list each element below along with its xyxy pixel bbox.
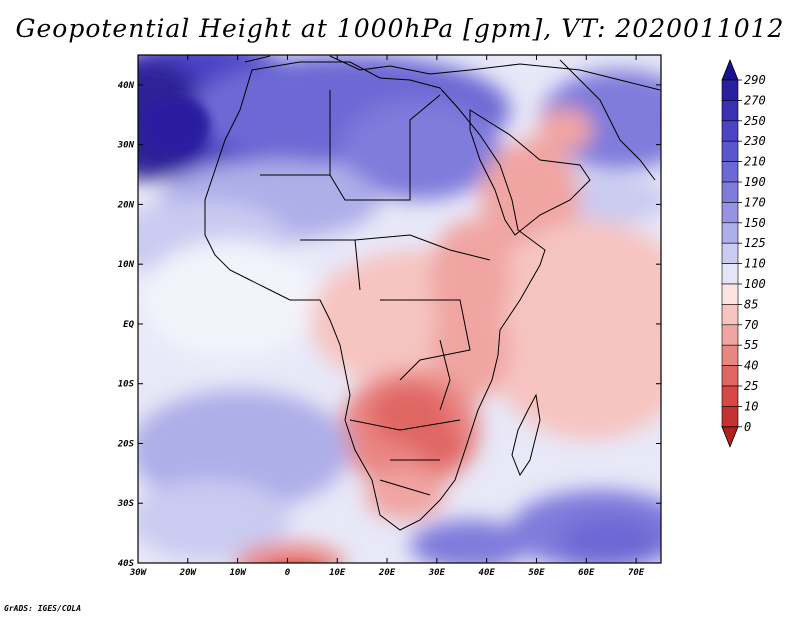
latitude-axis: 40N 30N 20N 10N EQ 10S 20S 30S 40S: [117, 81, 661, 569]
colorbar-label: 170: [744, 195, 766, 209]
colorbar-label: 150: [744, 216, 766, 230]
colorbar-swatch: [721, 344, 739, 366]
colorbar-label: 190: [744, 175, 766, 189]
colorbar-label: 270: [744, 93, 766, 107]
lat-tick-label: 20N: [117, 200, 135, 210]
colorbar-label: 10: [744, 399, 758, 413]
longitude-axis: 30W 20W 10W 0 10E 20E 30E 40E 50E 60E 70E: [129, 55, 645, 578]
colorbar-label: 100: [744, 277, 766, 291]
colorbar-swatch: [721, 140, 739, 162]
lat-tick-label: 40N: [118, 81, 135, 91]
colorbar-label: 85: [744, 297, 758, 311]
colorbar-label: 210: [744, 155, 766, 169]
lon-tick-label: 10E: [329, 568, 346, 578]
colorbar-label: 55: [744, 338, 758, 352]
colorbar-swatch: [721, 161, 739, 183]
lon-tick-label: 10W: [229, 568, 247, 578]
colorbar-label: 230: [744, 134, 766, 148]
lon-tick-label: 30W: [129, 568, 148, 578]
lat-tick-label: 20S: [117, 439, 135, 449]
grads-credit: GrADS: IGES/COLA: [4, 604, 82, 613]
colorbar-label: 70: [744, 318, 758, 332]
colorbar-label: 110: [744, 257, 766, 271]
lat-tick-label: EQ: [123, 320, 134, 330]
colorbar-label: 290: [744, 73, 766, 87]
lat-tick-label: 30N: [117, 141, 135, 151]
colorbar-swatch: [721, 406, 739, 428]
lon-tick-label: 50E: [528, 568, 545, 578]
colorbar: 2902702502302101901701501251101008570554…: [721, 58, 766, 448]
lon-tick-label: 20E: [378, 568, 396, 578]
colorbar-swatch: [721, 304, 739, 326]
colorbar-swatch: [721, 181, 739, 203]
coastlines: [204, 55, 661, 531]
lon-tick-label: 70E: [628, 568, 645, 578]
lon-tick-label: 40E: [479, 568, 496, 578]
map-title: Geopotential Height at 1000hPa [gpm], VT…: [15, 14, 785, 43]
colorbar-swatch: [721, 385, 739, 407]
colorbar-label: 40: [744, 359, 758, 373]
colorbar-top-arrow: [721, 58, 739, 81]
lon-tick-label: 60E: [578, 568, 595, 578]
colorbar-bottom-arrow: [721, 426, 739, 448]
colorbar-swatch: [721, 120, 739, 142]
colorbar-label: 0: [744, 420, 751, 434]
lon-tick-label: 0: [285, 568, 291, 578]
colorbar-swatch: [721, 283, 739, 305]
lat-tick-label: 10S: [118, 380, 135, 390]
colorbar-swatch: [721, 202, 739, 224]
plot-frame: [137, 54, 662, 564]
colorbar-label: 25: [744, 379, 758, 393]
lon-tick-label: 30E: [428, 568, 446, 578]
colorbar-swatch: [721, 100, 739, 122]
lat-tick-label: 10N: [118, 260, 135, 270]
colorbar-swatch: [721, 365, 739, 387]
lat-tick-label: 30S: [117, 499, 135, 509]
colorbar-label: 125: [744, 236, 766, 250]
colorbar-label: 250: [744, 114, 766, 128]
lon-tick-label: 20W: [179, 568, 198, 578]
height-field: [138, 55, 661, 563]
colorbar-swatch: [721, 263, 739, 285]
colorbar-swatch: [721, 324, 739, 346]
colorbar-swatch: [721, 222, 739, 244]
colorbar-swatch: [721, 79, 739, 101]
colorbar-swatch: [721, 242, 739, 264]
lat-tick-label: 40S: [118, 559, 135, 569]
